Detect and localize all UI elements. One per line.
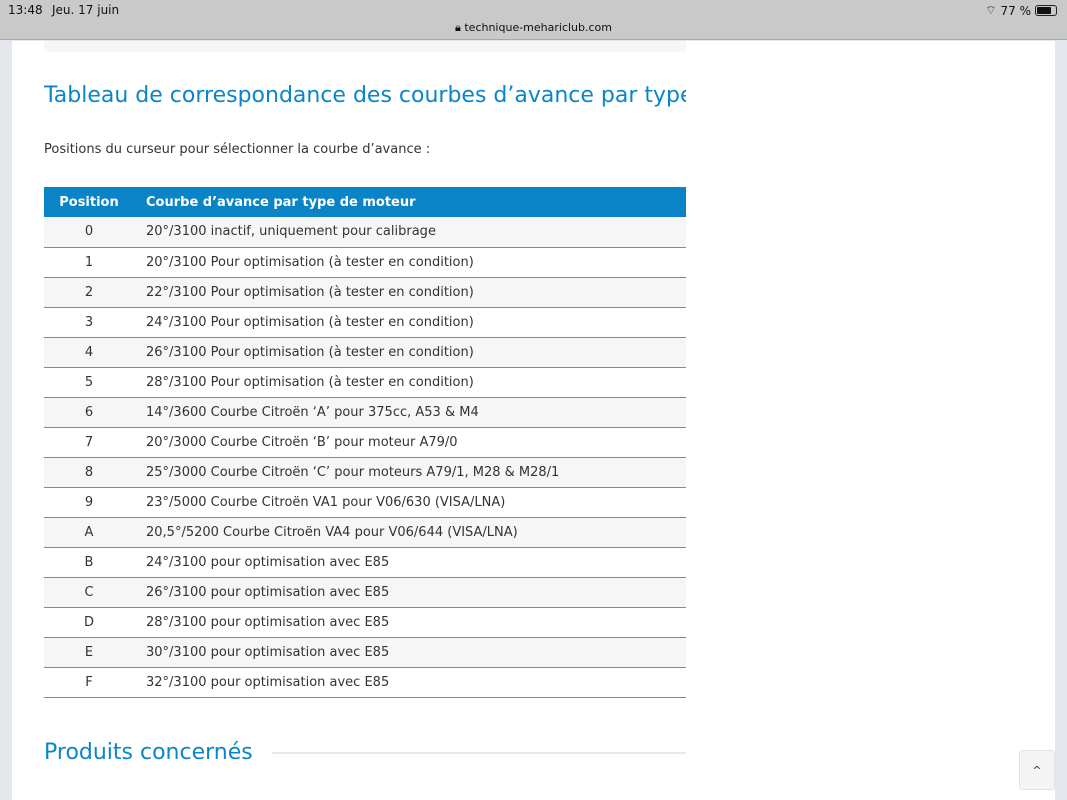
- position-cell: B: [44, 547, 134, 578]
- table-row: E 30°/3100 pour optimisation avec E85: [44, 637, 686, 668]
- table-row: A 20,5°/5200 Courbe Citroën VA4 pour V06/…: [44, 517, 686, 548]
- position-cell: 7: [44, 427, 134, 458]
- position-cell: A: [44, 517, 134, 548]
- position-cell: 2: [44, 277, 134, 308]
- header-curve: Courbe d’avance par type de moteur: [134, 187, 686, 217]
- table-row: 1 20°/3100 Pour optimisation (à tester en…: [44, 247, 686, 278]
- curve-cell: 20°/3100 inactif, uniquement pour calibr…: [134, 217, 686, 248]
- curve-cell: 25°/3000 Courbe Citroën ‘C’ pour moteurs…: [134, 457, 686, 488]
- header-position: Position: [44, 187, 134, 217]
- table-row: 2 22°/3100 Pour optimisation (à tester en…: [44, 277, 686, 308]
- wifi-icon: ⌔: [985, 3, 997, 17]
- position-cell: 1: [44, 247, 134, 278]
- table-row: 0 20°/3100 inactif, uniquement pour calib…: [44, 217, 686, 248]
- curve-cell: 26°/3100 Pour optimisation (à tester en …: [134, 337, 686, 368]
- status-bar: 13:48 Jeu. 17 juin 🔒︎ technique-meharicl…: [0, 0, 1067, 40]
- scroll-to-top-button[interactable]: ^: [1019, 750, 1055, 790]
- position-cell: F: [44, 667, 134, 698]
- table-row: 6 14°/3600 Courbe Citroën ‘A’ pour 375cc,…: [44, 397, 686, 428]
- curve-cell: 22°/3100 Pour optimisation (à tester en …: [134, 277, 686, 308]
- curve-cell: 24°/3100 Pour optimisation (à tester en …: [134, 307, 686, 338]
- clock: 13:48: [8, 3, 43, 17]
- chevron-up-icon: ^: [1032, 764, 1042, 777]
- position-cell: 5: [44, 367, 134, 398]
- curve-cell: 28°/3100 Pour optimisation (à tester en …: [134, 367, 686, 398]
- intro-text: Positions du curseur pour sélectionner l…: [44, 142, 431, 157]
- position-cell: C: [44, 577, 134, 608]
- date: Jeu. 17 juin: [52, 3, 120, 17]
- position-cell: 9: [44, 487, 134, 518]
- curve-cell: 32°/3100 pour optimisation avec E85: [134, 667, 686, 698]
- battery-icon: [1035, 5, 1057, 16]
- table-row: C 26°/3100 pour optimisation avec E85: [44, 577, 686, 608]
- previous-block: [44, 41, 686, 52]
- curve-cell: 23°/5000 Courbe Citroën VA1 pour V06/630…: [134, 487, 686, 518]
- lock-icon: 🔒︎: [455, 21, 461, 34]
- position-cell: 4: [44, 337, 134, 368]
- curve-cell: 30°/3100 pour optimisation avec E85: [134, 637, 686, 668]
- table-row: 4 26°/3100 Pour optimisation (à tester en…: [44, 337, 686, 368]
- advance-curve-table: Position Courbe d’avance par type de mot…: [44, 187, 686, 698]
- table-row: 9 23°/5000 Courbe Citroën VA1 pour V06/63…: [44, 487, 686, 518]
- curve-cell: 20,5°/5200 Courbe Citroën VA4 pour V06/6…: [134, 517, 686, 548]
- table-row: 3 24°/3100 Pour optimisation (à tester en…: [44, 307, 686, 338]
- position-cell: E: [44, 637, 134, 668]
- table-row: D 28°/3100 pour optimisation avec E85: [44, 607, 686, 638]
- page-content: Tableau de correspondance des courbes d’…: [12, 41, 1055, 800]
- position-cell: 8: [44, 457, 134, 488]
- address-bar[interactable]: 🔒︎ technique-mehariclub.com: [0, 21, 1067, 35]
- position-cell: 6: [44, 397, 134, 428]
- table-row: 7 20°/3000 Courbe Citroën ‘B’ pour moteur…: [44, 427, 686, 458]
- table-row: 5 28°/3100 Pour optimisation (à tester en…: [44, 367, 686, 398]
- heading-divider: [272, 752, 686, 754]
- curve-cell: 26°/3100 pour optimisation avec E85: [134, 577, 686, 608]
- curve-cell: 28°/3100 pour optimisation avec E85: [134, 607, 686, 638]
- position-cell: 0: [44, 217, 134, 248]
- url-text: technique-mehariclub.com: [464, 21, 612, 34]
- table-row: 8 25°/3000 Courbe Citroën ‘C’ pour moteur…: [44, 457, 686, 488]
- section-title: Tableau de correspondance des courbes d’…: [44, 83, 686, 108]
- position-cell: 3: [44, 307, 134, 338]
- battery-percent: 77 %: [1000, 3, 1032, 18]
- curve-cell: 24°/3100 pour optimisation avec E85: [134, 547, 686, 578]
- position-cell: D: [44, 607, 134, 638]
- table-row: B 24°/3100 pour optimisation avec E85: [44, 547, 686, 578]
- curve-cell: 14°/3600 Courbe Citroën ‘A’ pour 375cc, …: [134, 397, 686, 428]
- table-row: F 32°/3100 pour optimisation avec E85: [44, 667, 686, 698]
- products-heading: Produits concernés: [44, 740, 253, 765]
- curve-cell: 20°/3100 Pour optimisation (à tester en …: [134, 247, 686, 278]
- curve-cell: 20°/3000 Courbe Citroën ‘B’ pour moteur …: [134, 427, 686, 458]
